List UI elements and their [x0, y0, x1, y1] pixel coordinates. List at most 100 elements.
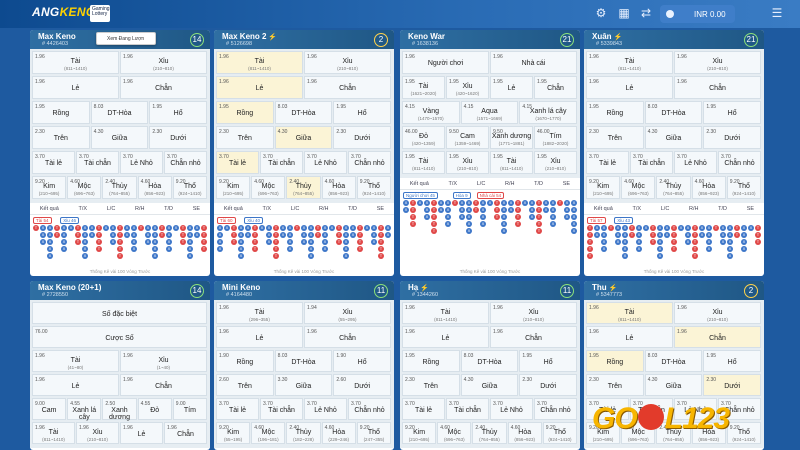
tab[interactable]: T/X	[262, 205, 272, 212]
tab[interactable]: L/C	[660, 205, 670, 212]
bet-option[interactable]: 3.70 Chẵn nhỏ	[718, 398, 761, 420]
tab[interactable]: Kết quả	[409, 180, 429, 187]
tab[interactable]: R/H	[135, 205, 145, 212]
bet-option[interactable]: 2.30 Dưới	[149, 126, 207, 149]
bet-option[interactable]: 2.40 Thủy (764~855)	[102, 176, 137, 199]
bet-option[interactable]: 4.15 Xanh lá cây (1670~1770)	[519, 101, 577, 124]
bet-option[interactable]: 1.96 Lẻ	[586, 326, 673, 348]
bet-option[interactable]: 1.96 Tài (811~1410)	[216, 51, 303, 74]
bet-option[interactable]: 1.95 Chẵn	[534, 76, 577, 99]
bet-option[interactable]: 1.95 Hổ	[149, 101, 207, 124]
bet-option[interactable]: 2.60 Dưới	[333, 374, 391, 396]
bet-option[interactable]: 9.20 Thổ (247~355)	[356, 422, 391, 444]
tab[interactable]: L/C	[106, 205, 116, 212]
bet-option[interactable]: 1.95 Lẻ	[490, 76, 533, 99]
bet-option[interactable]: 1.96 Chẵn	[490, 326, 577, 348]
keno-logo[interactable]: ANGKENO	[32, 5, 96, 19]
bet-option[interactable]: 1.96 Xỉu (210~810)	[76, 422, 119, 444]
bet-option[interactable]: 8.03 DT-Hòa	[644, 350, 703, 372]
bet-option[interactable]: 3.70 Lẻ Nhỏ	[304, 151, 347, 174]
bet-option[interactable]: 4.15 Aqua (1571~1669)	[460, 101, 519, 124]
bet-option[interactable]: 4.55 Xanh lá cây	[67, 398, 102, 421]
bet-option[interactable]: 3.70 Chẵn nhỏ	[348, 151, 391, 174]
bet-option[interactable]: 2.30 Trên	[32, 126, 90, 149]
bet-option[interactable]: 9.00 Cam	[32, 398, 67, 420]
bet-option[interactable]: 3.70 Chẵn nhỏ	[718, 151, 761, 174]
bet-option[interactable]: 4.30 Giữa	[90, 126, 149, 149]
bet-option[interactable]: 1.96 Chẵn	[674, 76, 761, 99]
bet-option[interactable]: 1.96 Xỉu (1~40)	[120, 350, 207, 372]
bet-option[interactable]: 1.96 Lẻ	[32, 76, 119, 99]
bet-option[interactable]: 1.95 Rồng	[216, 101, 274, 124]
bet-option[interactable]: 1.96 Xỉu (210~810)	[120, 51, 207, 74]
bet-option[interactable]: 2.60 Trên	[216, 374, 274, 396]
bet-option[interactable]: 1.95 Rồng	[586, 350, 644, 372]
bet-option[interactable]: 8.03 DT-Hòa	[644, 101, 703, 124]
bet-option[interactable]: 4.60 Mộc (196~181)	[251, 422, 286, 444]
grid-icon[interactable]: ▦	[618, 6, 630, 20]
bet-option[interactable]: 2.40 Thủy (764~855)	[656, 176, 691, 199]
bet-option[interactable]: 2.40 Thủy (764~855)	[286, 176, 321, 199]
bet-option[interactable]: 4.60 Hỏa (856~923)	[137, 176, 172, 199]
bet-option[interactable]: 3.70 Tài lẻ	[402, 398, 445, 420]
bet-option[interactable]: 4.30 Giữa	[274, 126, 333, 149]
tab[interactable]: Kết quả	[223, 205, 243, 212]
bet-option[interactable]: 9.20 Thổ (924~1410)	[542, 422, 577, 444]
bet-option[interactable]: 9.20 Kim (210~695)	[216, 176, 251, 199]
bet-option[interactable]: 1.95 Tài (811~1410)	[490, 151, 533, 174]
tab[interactable]: Kết quả	[39, 205, 59, 212]
bet-option[interactable]: 4.30 Giữa	[644, 374, 703, 396]
tab[interactable]: L/C	[476, 180, 486, 187]
bet-option[interactable]: 2.30 Trên	[402, 374, 460, 396]
bet-option[interactable]: 1.95 Hổ	[703, 101, 761, 124]
bet-option[interactable]: 1.95 Rồng	[32, 101, 90, 124]
tab[interactable]: L/C	[290, 205, 300, 212]
bet-option[interactable]: 1.96 Tài (811~1410)	[586, 51, 673, 74]
bet-option[interactable]: 1.96 Lẻ	[32, 374, 119, 396]
tab[interactable]: T/D	[348, 205, 358, 212]
bet-option[interactable]: 1.95 Hổ	[703, 350, 761, 372]
bet-option[interactable]: 1.96 Lẻ	[216, 76, 303, 99]
bet-option[interactable]: 9.00 Tím	[172, 398, 207, 420]
bet-option[interactable]: 1.95 Rồng	[402, 350, 460, 372]
bet-option[interactable]: Số đặc biệt	[32, 302, 207, 324]
bet-option[interactable]: 2.40 Thủy (764~855)	[656, 422, 691, 444]
support-icon[interactable]: ⚙	[595, 6, 607, 20]
tab[interactable]: R/H	[319, 205, 329, 212]
tab[interactable]: T/X	[448, 180, 458, 187]
tab[interactable]: Kết quả	[593, 205, 613, 212]
bet-option[interactable]: 9.50 Xanh dương (1771~1881)	[490, 126, 533, 149]
bet-option[interactable]: 76.00 Cược Số	[32, 326, 207, 348]
bet-option[interactable]: 3.70 Chẵn nhỏ	[348, 398, 391, 420]
bet-option[interactable]: 1.96 Chẵn	[304, 326, 391, 348]
bet-option[interactable]: 1.95 Rồng	[586, 101, 644, 124]
bet-option[interactable]: 4.60 Hỏa (856~923)	[691, 422, 726, 444]
bet-option[interactable]: 4.60 Mộc (696~763)	[621, 176, 656, 199]
bet-option[interactable]: 9.20 Kim (210~695)	[402, 422, 437, 444]
user-switch-icon[interactable]: ⇄	[640, 6, 652, 20]
bet-option[interactable]: 3.70 Lẻ Nhỏ	[120, 151, 163, 174]
tab[interactable]: T/D	[534, 180, 544, 187]
bet-option[interactable]: 4.60 Mộc (696~763)	[67, 176, 102, 199]
bet-option[interactable]: 4.15 Vàng (1470~1570)	[402, 101, 460, 124]
bet-option[interactable]: 2.30 Dưới	[703, 126, 761, 149]
tab[interactable]: SE	[746, 205, 755, 212]
bet-option[interactable]: 4.60 Hỏa (856~923)	[321, 176, 356, 199]
bet-option[interactable]: 1.96 Lẻ	[402, 326, 489, 348]
tab[interactable]: R/H	[505, 180, 515, 187]
bet-option[interactable]: 1.96 Chẵn	[120, 374, 207, 396]
bet-option[interactable]: 2.30 Trên	[216, 126, 274, 149]
bet-option[interactable]: 1.96 Tài (811~1410)	[32, 51, 119, 74]
tab[interactable]: R/H	[689, 205, 699, 212]
bet-option[interactable]: 9.20 Thổ (924~1410)	[726, 176, 761, 199]
bet-option[interactable]: 1.95 Xỉu (210~810)	[534, 151, 577, 174]
bet-option[interactable]: 1.96 Nhà cái	[490, 51, 577, 74]
tab[interactable]: SE	[192, 205, 201, 212]
bet-option[interactable]: 1.96 Tài (811~1410)	[402, 302, 489, 324]
bet-option[interactable]: 46.00 Tím (1882~2020)	[534, 126, 577, 149]
tab[interactable]: T/X	[632, 205, 642, 212]
bet-option[interactable]: 4.30 Giữa	[460, 374, 519, 396]
